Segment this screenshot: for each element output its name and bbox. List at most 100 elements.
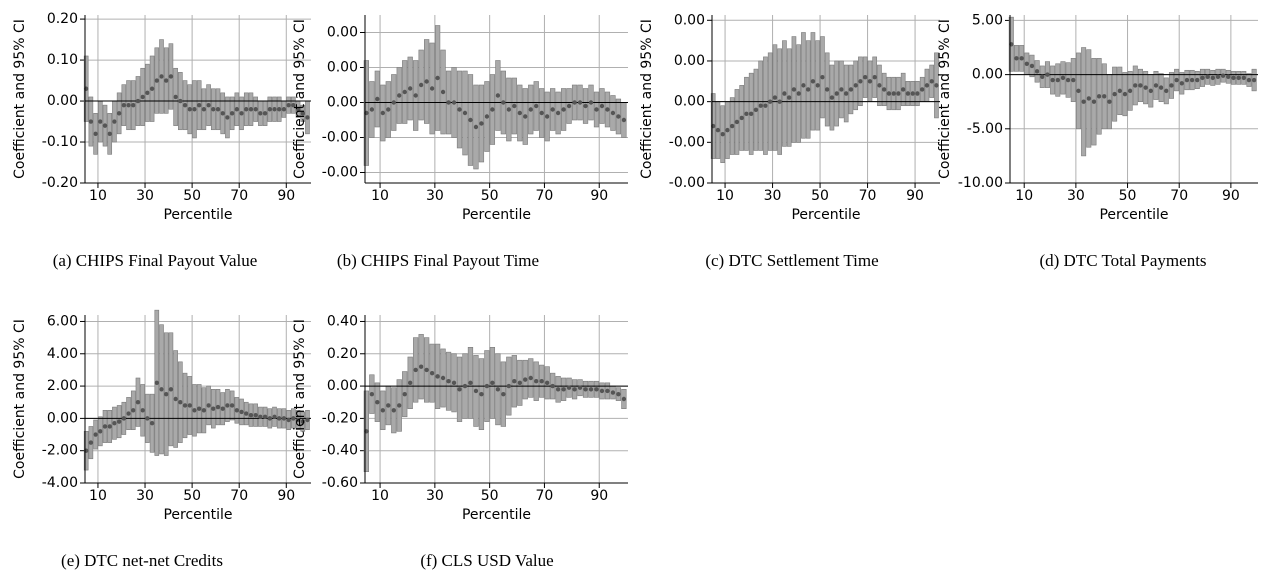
y-tick-label: -10.00 — [958, 175, 1003, 191]
point — [848, 87, 854, 92]
point — [523, 114, 528, 119]
point — [140, 408, 145, 413]
point — [473, 124, 479, 130]
point — [829, 95, 835, 100]
point — [588, 100, 594, 105]
point — [229, 111, 235, 116]
point — [739, 115, 744, 121]
point — [267, 416, 273, 421]
caption: (d) DTC Total Payments — [1039, 251, 1206, 270]
point — [239, 409, 244, 415]
y-tick-label: 0.00 — [972, 67, 1003, 83]
y-tick-label: -0.10 — [42, 134, 78, 150]
point — [178, 98, 183, 104]
point — [1055, 77, 1060, 83]
point — [583, 387, 588, 392]
point — [468, 117, 473, 123]
y-tick-label: -2.00 — [42, 443, 78, 459]
point — [763, 103, 768, 108]
point — [1169, 83, 1174, 88]
y-tick-label: -0.00 — [322, 165, 358, 181]
point — [566, 385, 572, 390]
point — [248, 107, 254, 112]
point — [112, 119, 117, 124]
point — [1034, 69, 1040, 74]
point — [429, 370, 435, 376]
point — [782, 91, 787, 96]
x-tick-label: 90 — [906, 188, 924, 204]
panel: 10 30 50 70 90 0.20 0.10 0.00 -0.10 -0.20 Percenti… — [12, 11, 311, 270]
point — [295, 417, 301, 423]
point — [206, 102, 211, 108]
point — [211, 107, 216, 112]
point — [408, 380, 413, 386]
point — [915, 91, 920, 96]
point — [140, 94, 145, 100]
point — [824, 87, 830, 92]
x-tick-label: 90 — [277, 488, 295, 504]
x-tick-label: 30 — [136, 488, 154, 504]
point — [577, 385, 583, 390]
point — [517, 380, 522, 386]
panel: 10 30 50 70 90 5.00 0.00 -5.00 -10.00 Percentile C… — [937, 12, 1258, 270]
x-tick-label: 10 — [89, 188, 107, 204]
point — [272, 414, 277, 419]
point — [577, 100, 583, 105]
point — [121, 102, 127, 108]
point — [154, 78, 160, 83]
point — [801, 83, 806, 88]
point — [126, 102, 131, 108]
x-tick-label: 10 — [716, 188, 734, 204]
point — [583, 103, 588, 109]
point — [1112, 91, 1117, 97]
point — [1050, 77, 1055, 83]
point — [610, 110, 616, 116]
point — [145, 416, 150, 421]
x-tick-label: 10 — [371, 488, 389, 504]
point — [131, 408, 136, 413]
x-tick-label: 30 — [426, 488, 444, 504]
point — [506, 383, 512, 389]
point — [300, 111, 305, 116]
point — [555, 387, 561, 392]
point — [610, 390, 616, 395]
point — [934, 83, 939, 88]
point — [599, 388, 605, 394]
x-tick-label: 30 — [1067, 188, 1085, 204]
point — [621, 117, 627, 123]
point — [413, 367, 418, 373]
point — [1189, 77, 1195, 83]
point — [1215, 74, 1221, 79]
point — [910, 91, 915, 96]
y-axis-label: Coefficient and 95% CI — [937, 19, 953, 179]
point — [886, 91, 892, 96]
x-tick-label: 50 — [183, 188, 201, 204]
point — [435, 75, 440, 81]
point — [201, 408, 207, 413]
point — [594, 387, 599, 392]
panel: 10 30 50 70 90 6.00 4.00 2.00 0.00 -2.00 -4.00 Perc… — [12, 309, 311, 570]
point — [1251, 77, 1257, 83]
point — [272, 107, 277, 112]
point — [164, 78, 169, 83]
y-axis-label: Coefficient and 95% CI — [12, 19, 28, 179]
point — [555, 110, 561, 116]
point — [767, 99, 773, 104]
point — [539, 379, 544, 384]
point — [462, 383, 468, 389]
point — [402, 391, 407, 397]
y-tick-label: 4.00 — [47, 346, 78, 362]
point — [748, 111, 754, 117]
point — [215, 107, 221, 112]
point — [244, 107, 249, 112]
point — [1210, 75, 1215, 81]
point — [135, 400, 141, 405]
point — [451, 380, 457, 386]
y-tick-label: 0.00 — [327, 25, 358, 41]
y-tick-label: 0.00 — [327, 95, 358, 111]
caption: (a) CHIPS Final Payout Value — [53, 251, 258, 270]
point — [135, 98, 141, 104]
point — [528, 375, 533, 381]
point — [1226, 74, 1231, 79]
point — [862, 75, 868, 80]
